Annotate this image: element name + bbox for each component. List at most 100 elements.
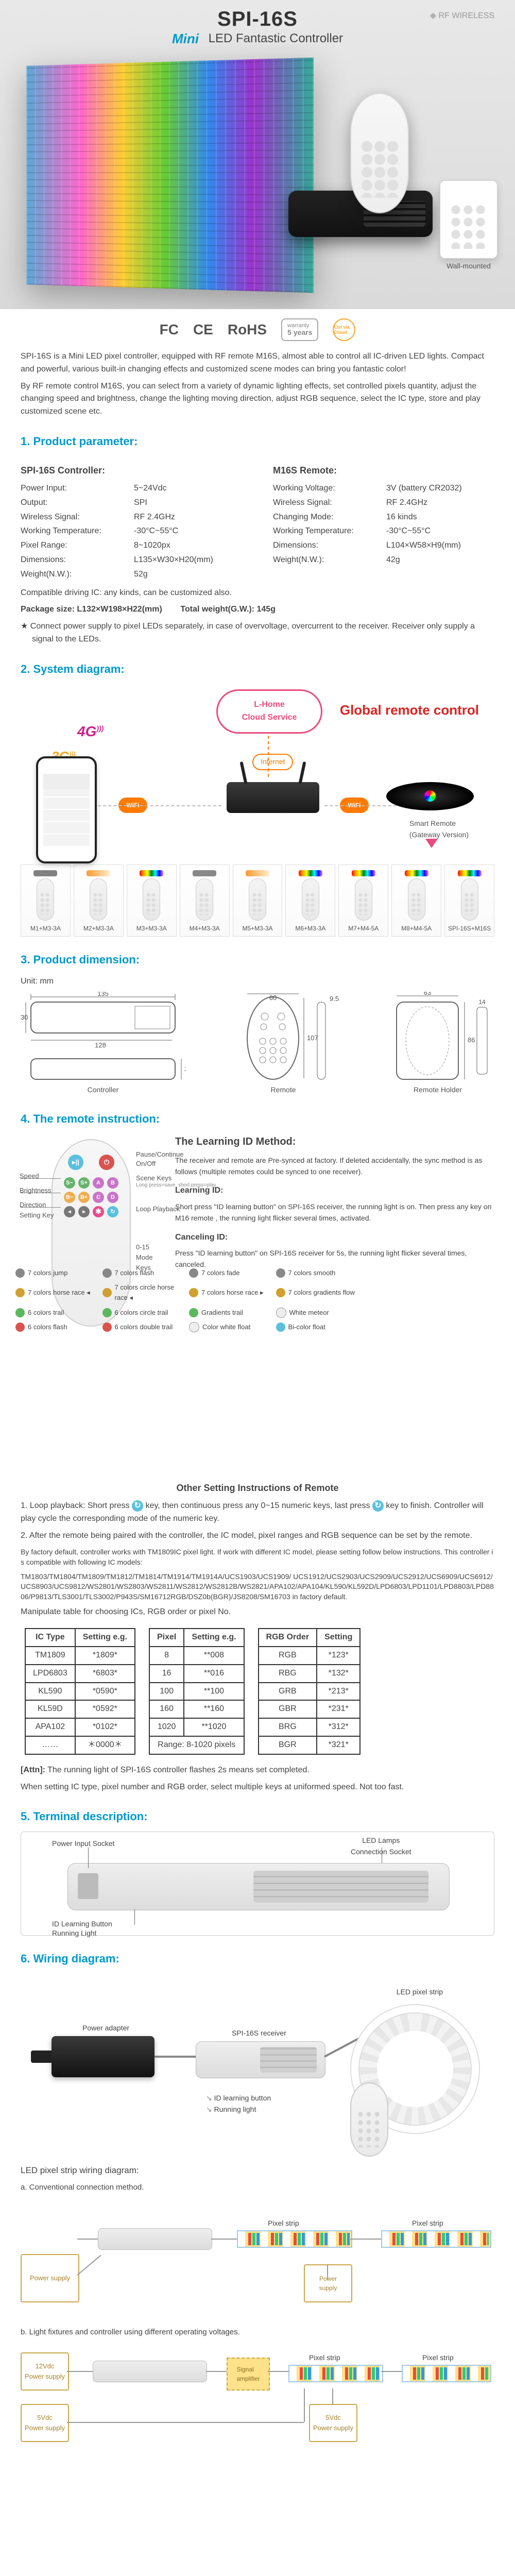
scene-b[interactable]: B	[107, 1177, 118, 1189]
signal-amplifier: Signal amplifier	[227, 2358, 270, 2391]
power-button[interactable]: ⏻	[99, 1155, 114, 1170]
legend-item: 7 colors gradients flow	[276, 1282, 356, 1303]
star-button[interactable]: ✱	[93, 1206, 104, 1217]
legend-item: 6 colors double trail	[102, 1322, 182, 1332]
mode-legend: 7 colors jump7 colors flash7 colors fade…	[15, 1268, 355, 1332]
cap-a: a. Conventional connection method.	[21, 2181, 494, 2193]
psu-12v: 12Vdc Power supply	[21, 2352, 69, 2391]
remote-card: M2+M3-3A	[74, 865, 124, 937]
psu-left: Power supply	[21, 2254, 79, 2302]
svg-text:14: 14	[478, 998, 486, 1006]
cert-cloud-icon: Ctrl via Cloud	[333, 318, 355, 341]
terminal-diagram: Power Input Socket ID Learning Button Ru…	[21, 1832, 494, 1936]
receiver	[196, 2041, 325, 2078]
section-1-title: 1. Product parameter:	[21, 433, 494, 450]
spec-row: Working Temperature:-30°C~55°C	[21, 525, 242, 538]
receiver-a	[98, 2228, 212, 2250]
psu-5v: 5Vdc Power supply	[21, 2404, 69, 2442]
spec-row: Working Temperature:-30°C~55°C	[273, 525, 494, 538]
spec-row: Power Input:5~24Vdc	[21, 482, 242, 495]
wall-mount: Wall-mounted	[438, 180, 500, 273]
mini-badge: Mini	[172, 31, 199, 47]
remote-card: M3+M3-3A	[127, 865, 177, 937]
loop-icon: ↻	[132, 1500, 143, 1512]
spec-row: Pixel Range:8~1020px	[21, 539, 242, 552]
legend-item: 7 colors jump	[15, 1268, 95, 1278]
wall-panel	[440, 180, 497, 259]
attn-line-2: When setting IC type, pixel number and R…	[21, 1781, 494, 1794]
cloud-service: L-Home Cloud Service	[216, 689, 322, 734]
legend-item: 7 colors circle horse race ◂	[102, 1282, 182, 1303]
svg-text:107: 107	[307, 1034, 318, 1042]
4g-label: 4G)))	[77, 720, 104, 742]
svg-text:128: 128	[95, 1041, 106, 1049]
legend-item: 6 colors circle trail	[102, 1308, 182, 1318]
dim-controller: 135 128 20 30 Controller	[21, 992, 185, 1096]
rf-wireless-label: RF WIRELESS	[430, 10, 494, 21]
spec-row: Working Voltage:3V (battery CR2032)	[273, 482, 494, 495]
pixel-strip	[381, 2230, 491, 2248]
receiver-b	[93, 2361, 207, 2382]
section-3-title: 3. Product dimension:	[21, 951, 494, 969]
dir-right[interactable]: ▸	[78, 1206, 90, 1217]
bright-plus[interactable]: B+	[78, 1192, 90, 1203]
cert-rohs: RoHS	[228, 321, 267, 338]
cert-ce: CE	[193, 321, 213, 338]
psu-mid: Powersupply	[304, 2264, 352, 2302]
global-remote-label: Global remote control	[340, 700, 479, 720]
spec-row: Wireless Signal:RF 2.4GHz	[273, 497, 494, 510]
remote-card: M1+M3-3A	[21, 865, 71, 937]
strip-diagram-b: 12Vdc Power supply 5Vdc Power supply Sig…	[21, 2342, 494, 2461]
remote-graphic	[350, 93, 409, 213]
pause-button[interactable]: ▸||	[68, 1155, 83, 1170]
psu-5v-2: 5Vdc Power supply	[309, 2404, 357, 2442]
pixel-strip	[402, 2365, 491, 2382]
spec-right-header: M16S Remote:	[273, 464, 494, 478]
spec-columns: SPI-16S Controller: Power Input:5~24VdcO…	[21, 456, 494, 582]
loop-button[interactable]: ↻	[107, 1206, 118, 1217]
svg-text:63: 63	[424, 992, 431, 996]
star-note: ★ Connect power supply to pixel LEDs sep…	[21, 620, 494, 646]
remote-lineup: M1+M3-3AM2+M3-3AM3+M3-3AM4+M3-3AM5+M3-3A…	[21, 865, 494, 937]
speed-plus[interactable]: S+	[78, 1177, 90, 1189]
spec-row: Weight(N.W.):52g	[21, 568, 242, 581]
svg-text:20: 20	[184, 1065, 185, 1073]
spec-row: Dimensions:L104×W58×H9(mm)	[273, 539, 494, 552]
terminal-plug	[78, 1873, 98, 1899]
spec-left-header: SPI-16S Controller:	[21, 464, 242, 478]
remote-card: M8+M4-5A	[391, 865, 441, 937]
legend-item: 7 colors fade	[189, 1268, 269, 1278]
legend-item: White meteor	[276, 1308, 356, 1318]
scene-c[interactable]: C	[93, 1192, 104, 1203]
remote-card: M6+M3-3A	[285, 865, 335, 937]
remote-card: M4+M3-3A	[180, 865, 230, 937]
controller-dimension-svg: 135 128 20 30	[21, 992, 185, 1084]
remote-card: M5+M3-3A	[233, 865, 283, 937]
svg-text:135: 135	[97, 992, 109, 997]
legend-item: Color white float	[189, 1322, 269, 1332]
dir-left[interactable]: ◂	[64, 1206, 75, 1217]
wiring-diagram: Power adapter SPI-16S receiver LED pixel…	[21, 1974, 494, 2160]
building-graphic	[26, 58, 314, 293]
link-line	[98, 805, 221, 806]
package-line: Package size: L132×W198×H22(mm) Total we…	[21, 603, 494, 616]
holder-dimension-svg: 63 86 14	[381, 992, 494, 1084]
scene-a[interactable]: A	[93, 1177, 104, 1189]
remote-card: SPI-16S+M16S	[444, 865, 494, 937]
gateway-hub	[386, 782, 474, 810]
remote-dimension-svg: 60 107 9.5	[227, 992, 340, 1084]
bright-minus[interactable]: B−	[64, 1192, 75, 1203]
spec-row: Dimensions:L135×W30×H20(mm)	[21, 554, 242, 567]
pixel-table: PixelSetting e.g.8**00816**016100**10016…	[149, 1628, 245, 1755]
section-2-title: 2. System diagram:	[21, 660, 494, 678]
scene-d[interactable]: D	[107, 1192, 118, 1203]
section-5-title: 5. Terminal description:	[21, 1808, 494, 1825]
cert-warranty: warranty 5 years	[281, 318, 318, 341]
link-line	[324, 805, 397, 806]
svg-text:30: 30	[21, 1013, 28, 1021]
cert-row: FC CE RoHS warranty 5 years Ctrl via Clo…	[0, 309, 515, 346]
setting-tables: IC TypeSetting e.g.TM1809*1809*LPD6803*6…	[21, 1623, 494, 1760]
attn-line: [Attn]: The running light of SPI-16S con…	[21, 1764, 494, 1777]
svg-text:60: 60	[269, 994, 277, 1002]
speed-minus[interactable]: S−	[64, 1177, 75, 1189]
